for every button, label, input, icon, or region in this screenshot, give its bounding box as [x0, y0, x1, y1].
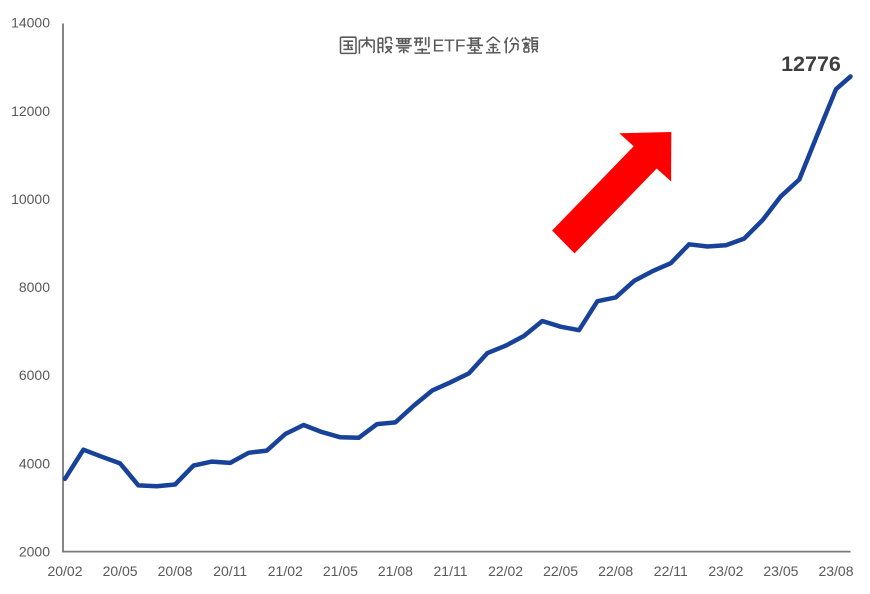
svg-text:ETF: ETF: [433, 35, 466, 55]
svg-text:21/05: 21/05: [323, 563, 358, 579]
svg-text:20/02: 20/02: [47, 563, 82, 579]
svg-text:23/05: 23/05: [763, 563, 798, 579]
svg-text:20/11: 20/11: [213, 563, 247, 579]
svg-text:22/11: 22/11: [654, 563, 688, 579]
svg-text:23/08: 23/08: [818, 563, 853, 579]
svg-text:20/05: 20/05: [103, 563, 138, 579]
svg-text:10000: 10000: [11, 191, 50, 207]
svg-text:21/08: 21/08: [378, 563, 413, 579]
svg-text:12000: 12000: [11, 103, 50, 119]
svg-text:22/08: 22/08: [598, 563, 633, 579]
svg-text:21/02: 21/02: [268, 563, 303, 579]
svg-text:2000: 2000: [19, 544, 50, 560]
svg-text:8000: 8000: [19, 279, 50, 295]
svg-text:23/02: 23/02: [708, 563, 743, 579]
svg-text:14000: 14000: [11, 15, 50, 31]
svg-text:22/05: 22/05: [543, 563, 578, 579]
svg-text:20/08: 20/08: [158, 563, 193, 579]
svg-text:21/11: 21/11: [434, 563, 468, 579]
svg-text:4000: 4000: [19, 455, 50, 471]
svg-text:12776: 12776: [781, 52, 841, 76]
svg-text:22/02: 22/02: [488, 563, 523, 579]
svg-text:6000: 6000: [19, 367, 50, 383]
